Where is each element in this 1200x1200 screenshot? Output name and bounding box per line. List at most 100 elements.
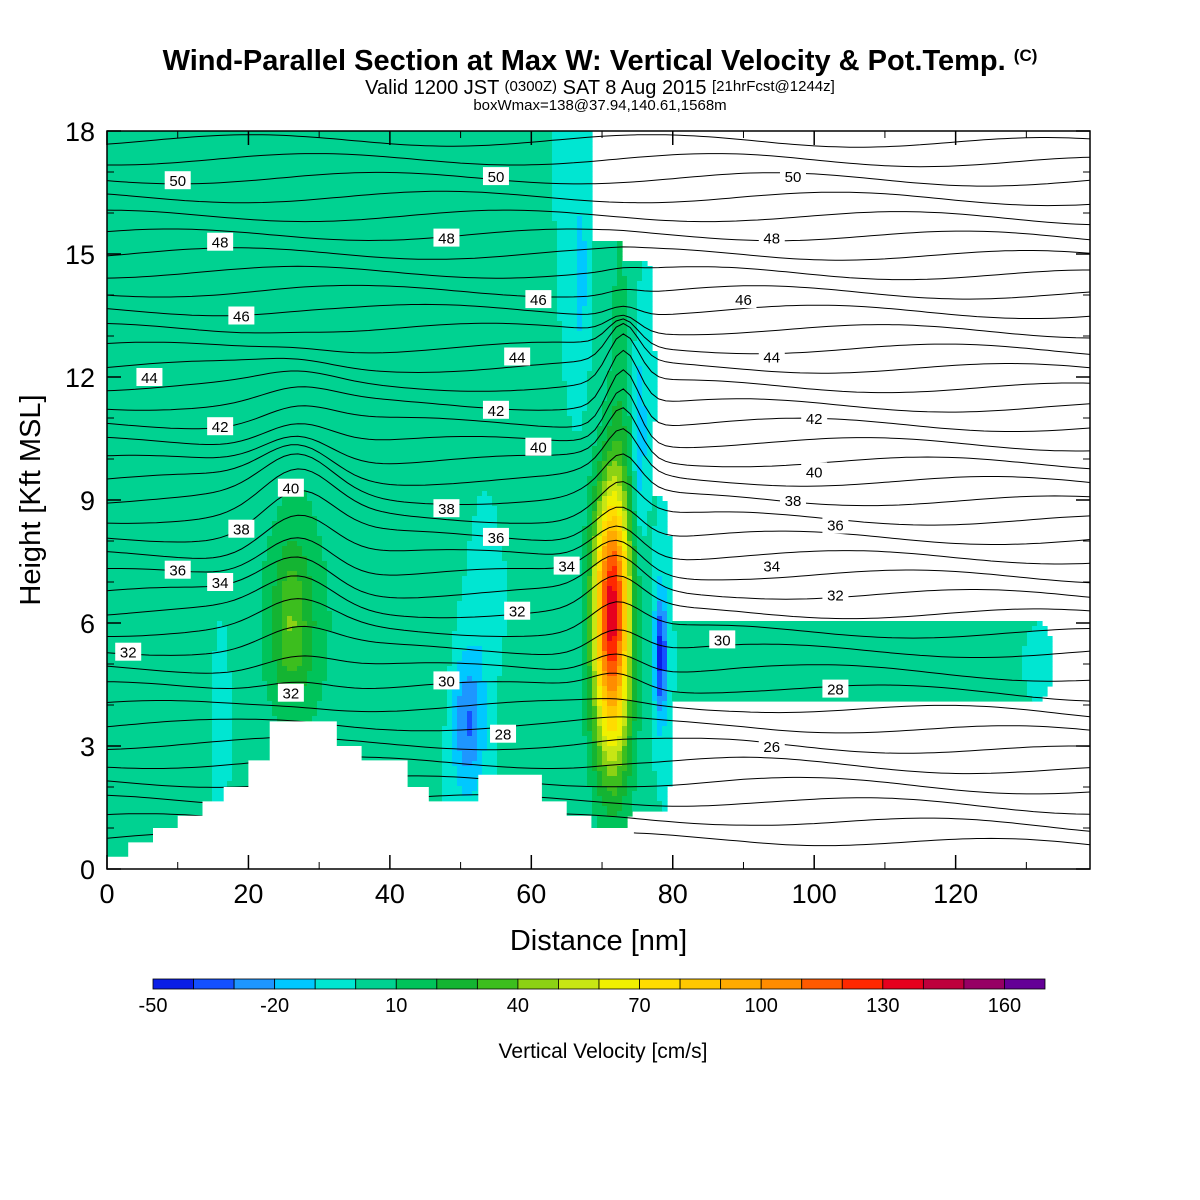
w-field-cell — [602, 596, 608, 602]
w-field-cell — [587, 686, 593, 692]
w-field-cell — [617, 576, 623, 582]
w-field-cell — [617, 651, 623, 657]
w-field-cell — [597, 756, 603, 762]
w-field-cell — [567, 381, 588, 387]
w-field-cell — [597, 721, 603, 727]
w-field-cell — [462, 651, 483, 657]
w-field-cell — [627, 471, 633, 477]
w-field-cell — [637, 676, 643, 682]
w-field-cell — [272, 706, 318, 712]
w-field-cell — [602, 566, 608, 572]
w-field-cell — [457, 721, 468, 727]
w-field-cell — [612, 331, 628, 337]
colorbar-swatch — [1004, 978, 1046, 990]
w-field-cell — [462, 691, 478, 697]
w-field-cell — [627, 606, 633, 612]
w-field-cell — [617, 551, 623, 557]
w-field-cell — [447, 706, 453, 712]
w-field-cell — [627, 611, 633, 617]
w-field-cell — [262, 606, 273, 612]
w-field-cell — [212, 746, 233, 752]
w-field-cell — [622, 461, 628, 467]
w-field-cell — [262, 661, 278, 667]
w-field-cell — [652, 601, 658, 607]
w-field-cell — [622, 646, 628, 652]
w-field-cell — [587, 651, 593, 657]
w-field-cell — [1032, 626, 1048, 632]
w-field-cell — [667, 621, 673, 627]
w-field-cell — [662, 616, 668, 622]
isentrope-label-bg — [482, 400, 509, 419]
w-field-cell — [592, 496, 598, 502]
w-field-cell — [457, 706, 478, 712]
w-field-cell — [597, 471, 603, 477]
w-field-cell — [212, 796, 228, 802]
isentrope-label: 44 — [136, 368, 163, 387]
w-field-cell — [642, 686, 653, 692]
w-field-cell — [592, 801, 603, 807]
w-field-cell — [267, 696, 288, 702]
w-field-cell — [1022, 656, 1053, 662]
w-field-cell — [617, 631, 623, 637]
w-field-cell — [307, 566, 328, 572]
w-field-cell — [602, 561, 608, 567]
w-field-cell — [107, 271, 558, 277]
isentrope-label-text: 50 — [488, 169, 505, 186]
w-field-cell — [317, 711, 448, 717]
w-field-cell — [107, 586, 263, 592]
w-field-cell — [587, 616, 593, 622]
w-field-cell — [622, 716, 628, 722]
w-field-cell — [652, 566, 673, 572]
w-field-cell — [627, 716, 633, 722]
w-field-cell — [657, 691, 663, 697]
w-field-cell — [307, 671, 328, 677]
w-field-cell — [607, 721, 618, 727]
isentrope-label-text: 32 — [120, 645, 137, 662]
w-field-cell — [587, 271, 593, 277]
w-field-cell — [642, 471, 653, 477]
w-field-cell — [637, 576, 643, 582]
w-field-cell — [637, 561, 653, 567]
w-field-cell — [507, 611, 583, 617]
w-field-cell — [312, 506, 478, 512]
w-field-cell — [652, 731, 658, 737]
w-field-cell — [677, 661, 1023, 667]
w-field-cell — [592, 536, 598, 542]
colorbar-swatch — [558, 978, 600, 990]
w-field-cell — [627, 356, 633, 362]
w-field-cell — [497, 731, 583, 737]
w-field-cell — [327, 591, 463, 597]
w-field-cell — [487, 741, 498, 747]
w-field-cell — [487, 691, 498, 697]
w-field-cell — [587, 711, 593, 717]
w-field-cell — [582, 426, 598, 432]
w-field-cell — [677, 686, 1028, 692]
w-field-cell — [667, 716, 673, 722]
w-field-cell — [462, 786, 478, 792]
w-field-cell — [602, 621, 608, 627]
w-field-cell — [487, 711, 498, 717]
w-field-cell — [587, 376, 608, 382]
w-field-cell — [577, 251, 588, 257]
w-field-cell — [107, 676, 213, 682]
w-field-cell — [1022, 666, 1053, 672]
w-field-cell — [587, 541, 593, 547]
w-field-cell — [622, 456, 628, 462]
w-field-cell — [607, 666, 618, 672]
w-field-cell — [602, 686, 608, 692]
w-field-cell — [307, 556, 323, 562]
w-field-cell — [107, 531, 273, 537]
w-field-cell — [107, 496, 283, 502]
isentrope-label: 32 — [504, 601, 531, 621]
w-field-cell — [282, 611, 303, 617]
w-field-cell — [627, 621, 633, 627]
w-field-cell — [322, 696, 448, 702]
w-field-cell — [637, 571, 653, 577]
w-field-cell — [632, 571, 638, 577]
w-field-cell — [627, 276, 643, 282]
w-field-cell — [467, 726, 473, 732]
w-field-cell — [637, 706, 643, 712]
isentrope-label-bg — [433, 499, 460, 518]
w-field-cell — [637, 566, 653, 572]
